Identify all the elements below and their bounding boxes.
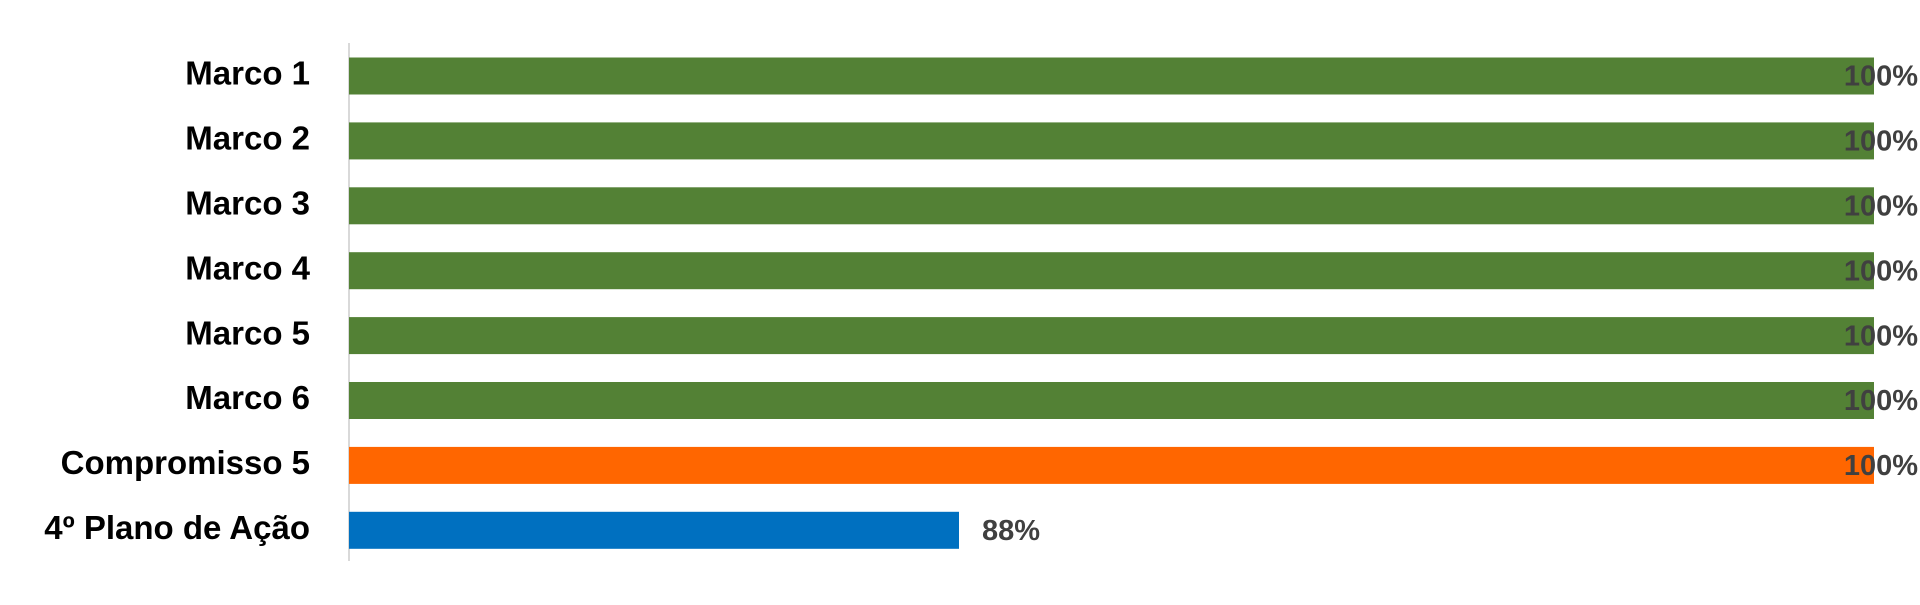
category-label: Marco 2 xyxy=(185,120,310,157)
bar xyxy=(349,57,1874,95)
bar xyxy=(349,317,1874,355)
bar xyxy=(349,187,1874,225)
value-label: 100% xyxy=(1844,450,1918,482)
bar xyxy=(349,511,959,549)
value-label: 100% xyxy=(1844,126,1918,158)
category-label: 4º Plano de Ação xyxy=(44,509,310,546)
value-label: 100% xyxy=(1844,320,1918,352)
bar xyxy=(349,122,1874,160)
category-label: Marco 6 xyxy=(185,379,310,416)
bar xyxy=(349,252,1874,290)
category-label: Marco 5 xyxy=(185,314,310,351)
value-label: 100% xyxy=(1844,61,1918,93)
category-label: Compromisso 5 xyxy=(61,444,310,481)
category-label: Marco 4 xyxy=(185,249,310,286)
value-label: 100% xyxy=(1844,385,1918,417)
value-label: 88% xyxy=(982,515,1040,547)
category-label: Marco 3 xyxy=(185,185,310,222)
bar xyxy=(349,446,1874,484)
category-label: Marco 1 xyxy=(185,55,310,92)
value-label: 100% xyxy=(1844,190,1918,222)
bar xyxy=(349,382,1874,419)
value-label: 100% xyxy=(1844,255,1918,287)
